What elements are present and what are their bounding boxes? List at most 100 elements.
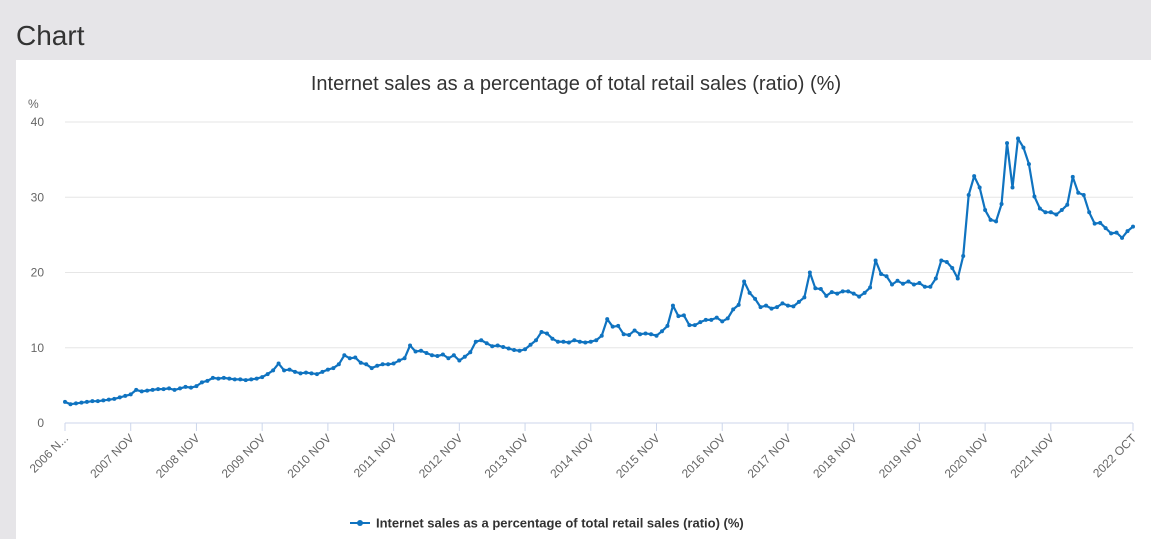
data-point[interactable] [117,395,122,400]
data-point[interactable] [123,393,128,398]
data-point[interactable] [386,362,391,367]
data-point[interactable] [457,358,462,363]
data-point[interactable] [336,362,341,367]
data-point[interactable] [802,295,807,300]
data-point[interactable] [988,217,993,222]
data-point[interactable] [227,376,232,381]
data-point[interactable] [364,362,369,367]
data-point[interactable] [906,279,911,284]
data-point[interactable] [879,272,884,277]
data-point[interactable] [610,324,615,329]
data-point[interactable] [369,366,374,371]
data-point[interactable] [1081,192,1086,197]
data-point[interactable] [309,371,314,376]
data-point[interactable] [539,329,544,334]
data-point[interactable] [188,385,193,390]
data-point[interactable] [818,287,823,292]
data-point[interactable] [698,320,703,325]
data-point[interactable] [621,332,626,337]
data-point[interactable] [840,289,845,294]
data-point[interactable] [868,285,873,290]
data-point[interactable] [1109,231,1114,236]
data-point[interactable] [824,293,829,298]
data-point[interactable] [966,192,971,197]
data-point[interactable] [282,368,287,373]
data-point[interactable] [490,344,495,349]
data-point[interactable] [63,399,67,404]
data-point[interactable] [347,356,352,361]
data-point[interactable] [785,303,790,308]
data-point[interactable] [287,367,292,372]
data-point[interactable] [112,396,117,401]
data-point[interactable] [944,259,949,264]
data-point[interactable] [725,316,730,321]
data-point[interactable] [1065,202,1070,207]
data-point[interactable] [687,323,692,328]
data-point[interactable] [736,302,741,307]
data-point[interactable] [210,375,215,380]
data-point[interactable] [375,363,380,368]
data-point[interactable] [243,378,248,383]
data-point[interactable] [221,375,226,380]
data-point[interactable] [271,368,276,373]
data-point[interactable] [451,353,456,358]
data-point[interactable] [484,341,489,346]
data-point[interactable] [265,372,270,377]
data-point[interactable] [577,339,582,344]
legend[interactable]: Internet sales as a percentage of total … [350,516,744,531]
data-point[interactable] [649,332,654,337]
data-point[interactable] [780,301,785,306]
data-point[interactable] [917,281,922,286]
data-point[interactable] [676,314,681,319]
data-point[interactable] [150,387,155,392]
data-point[interactable] [216,376,221,381]
data-point[interactable] [1120,235,1125,240]
data-point[interactable] [1005,141,1010,146]
data-point[interactable] [791,304,796,309]
data-point[interactable] [1098,220,1103,225]
data-point[interactable] [605,317,610,322]
data-point[interactable] [408,343,413,348]
data-point[interactable] [632,328,637,333]
data-point[interactable] [134,387,139,392]
data-point[interactable] [983,208,988,213]
data-point[interactable] [643,331,648,336]
data-point[interactable] [293,369,298,374]
data-point[interactable] [473,339,478,344]
data-point[interactable] [561,339,566,344]
data-point[interactable] [1043,210,1048,215]
data-point[interactable] [1010,185,1015,190]
data-point[interactable] [583,340,588,345]
data-point[interactable] [731,307,736,312]
data-point[interactable] [895,278,900,283]
data-point[interactable] [1131,224,1135,229]
data-point[interactable] [84,399,89,404]
data-point[interactable] [599,333,604,338]
data-point[interactable] [769,306,774,311]
data-point[interactable] [397,358,402,363]
data-point[interactable] [358,360,363,365]
data-point[interactable] [1114,230,1119,235]
data-point[interactable] [665,323,670,328]
data-point[interactable] [890,282,895,287]
data-point[interactable] [775,305,779,310]
data-point[interactable] [249,377,254,382]
data-point[interactable] [205,378,210,383]
data-point[interactable] [325,367,330,372]
data-point[interactable] [440,352,445,357]
data-point[interactable] [994,219,999,224]
data-point[interactable] [873,258,878,263]
data-point[interactable] [501,344,506,349]
data-point[interactable] [884,274,889,279]
data-point[interactable] [167,386,172,391]
data-point[interactable] [517,348,522,353]
data-point[interactable] [758,305,763,310]
data-point[interactable] [260,375,265,380]
data-point[interactable] [544,331,549,336]
data-point[interactable] [1015,136,1020,141]
data-point[interactable] [594,338,599,343]
data-point[interactable] [95,399,100,404]
data-point[interactable] [413,349,418,354]
data-point[interactable] [534,338,539,343]
data-point[interactable] [523,347,528,352]
